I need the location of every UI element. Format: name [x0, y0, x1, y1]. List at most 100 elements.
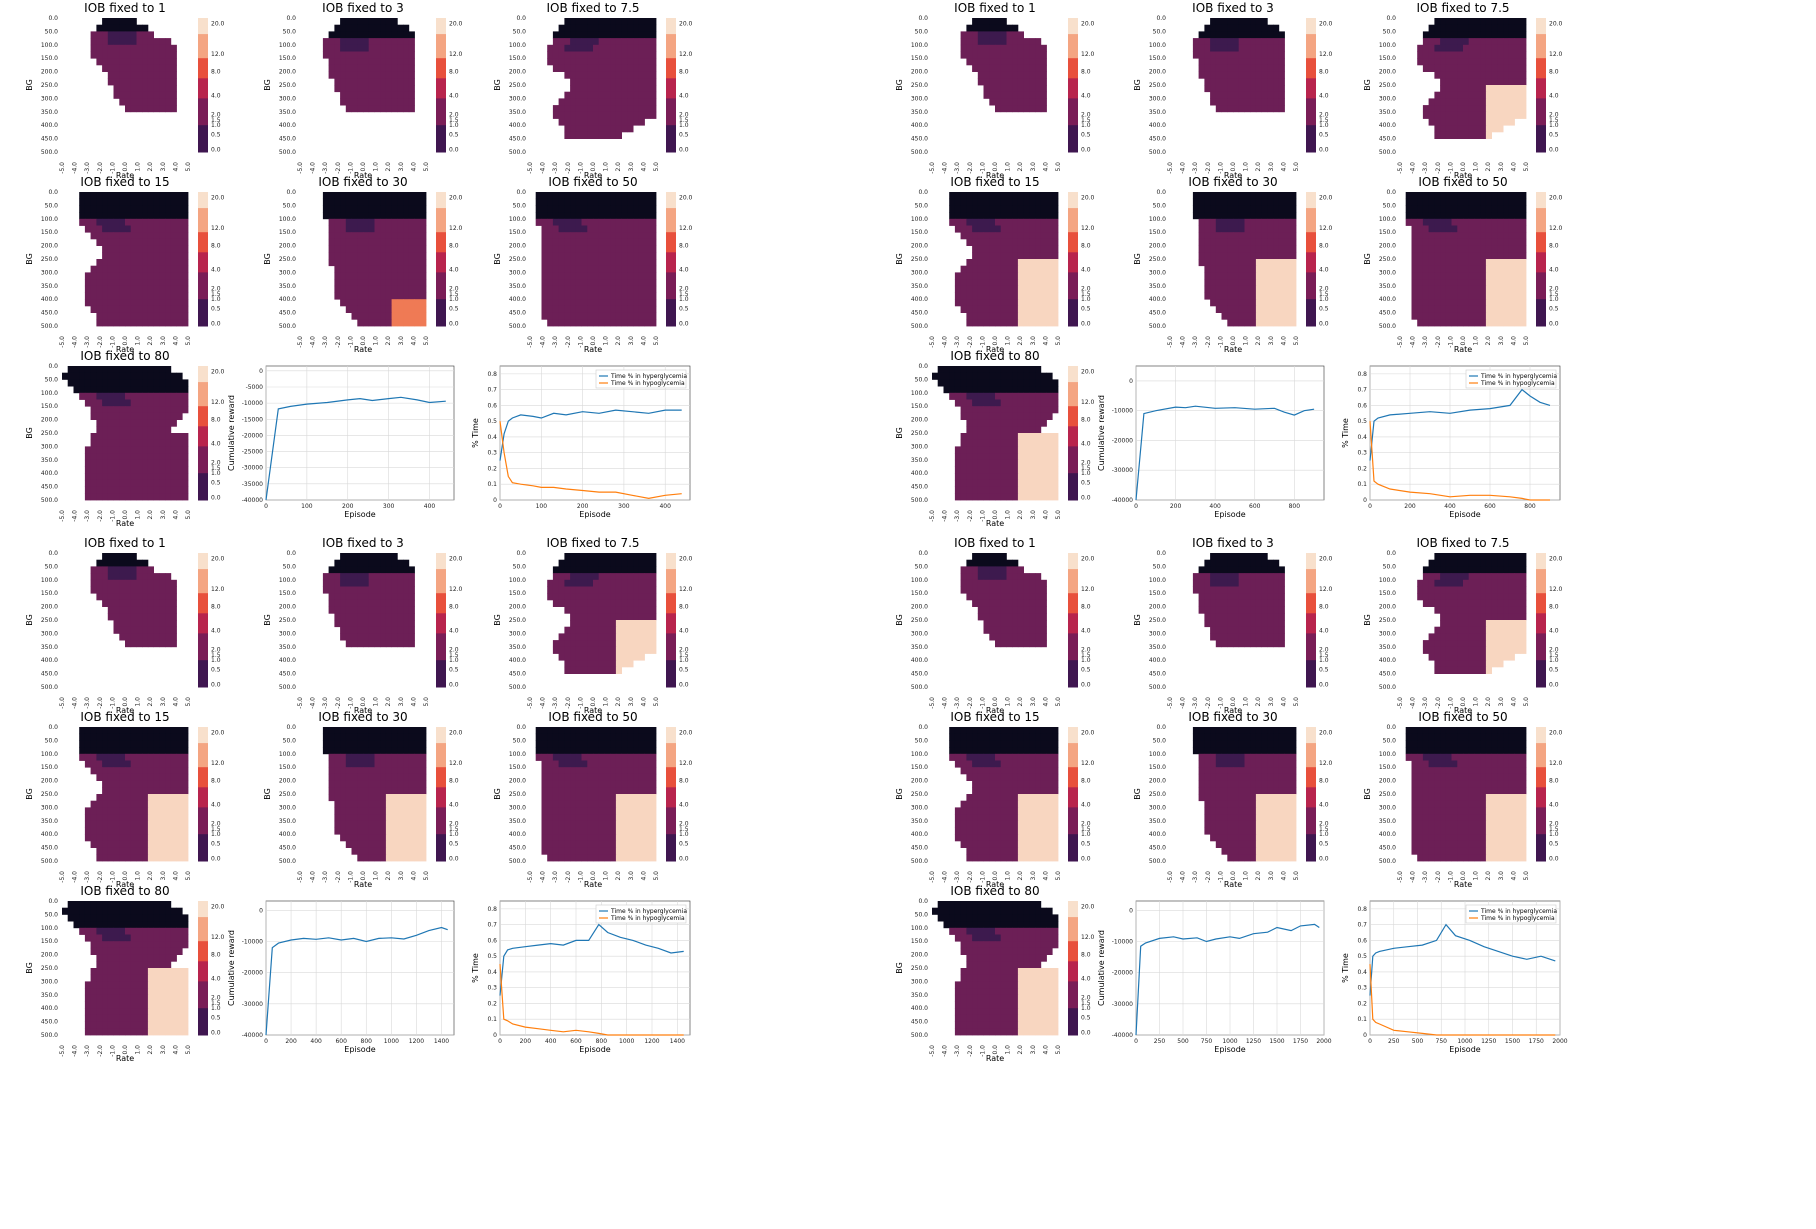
heatmap-cell [989, 71, 996, 79]
heatmap-cell [102, 479, 109, 487]
heatmap-cell [1457, 212, 1464, 220]
heatmap-cell [977, 433, 984, 441]
y-tick-label: 0.0 [48, 189, 58, 196]
heatmap-cell [570, 225, 577, 233]
heatmap-cell [604, 212, 611, 220]
heatmap-cell [627, 125, 634, 133]
heatmap-cell [1238, 279, 1245, 287]
x-tick-label: -3.0 [1192, 162, 1199, 174]
heatmap-cell [357, 238, 364, 246]
heatmap-cell [159, 192, 166, 200]
heatmap-cell [644, 51, 651, 59]
heatmap-cell [125, 599, 132, 607]
heatmap-cell [130, 566, 137, 574]
heatmap-cell [1463, 131, 1470, 139]
colorbar-tick: 0.5 [1319, 306, 1329, 313]
heatmap-cell [340, 205, 347, 213]
heatmap-cell [153, 299, 160, 307]
x-tick-label: -5.0 [297, 336, 304, 348]
heatmap-cell [1497, 252, 1504, 260]
heatmap-cell [1440, 205, 1447, 213]
heatmap-cell [1029, 419, 1036, 427]
heatmap-cell [142, 98, 149, 106]
heatmap-cell [541, 225, 548, 233]
heatmap-cell [966, 453, 973, 461]
heatmap-cell [644, 98, 651, 106]
heatmap-cell [328, 198, 335, 206]
heatmap-cell [1457, 305, 1464, 313]
heatmap-cell [136, 453, 143, 461]
heatmap-cell [989, 31, 996, 39]
x-tick-label: 3.0 [1030, 336, 1037, 346]
heatmap-cell [1440, 71, 1447, 79]
heatmap-cell [1463, 312, 1470, 320]
x-tick-label: 1.0 [135, 162, 142, 172]
heatmap-cell [593, 265, 600, 273]
heatmap-cell [408, 51, 415, 59]
x-axis-label: Episode [344, 510, 375, 519]
x-tick-label: -3.0 [1422, 336, 1429, 348]
heatmap-cell [587, 212, 594, 220]
y-tick-label: 0 [1363, 497, 1367, 504]
heatmap-cell [552, 58, 559, 66]
heatmap-cell [1046, 259, 1053, 267]
heatmap-cell [380, 105, 387, 113]
heatmap-cell [1485, 98, 1492, 106]
heatmap-cell [1250, 238, 1257, 246]
colorbar-segment [1536, 192, 1546, 209]
x-tick-label: 200 [577, 503, 589, 510]
heatmap-cell [125, 238, 132, 246]
heatmap-cell [633, 24, 640, 32]
heatmap-cell [1514, 71, 1521, 79]
heatmap-cell [351, 64, 358, 72]
heatmap-cell [1215, 44, 1222, 52]
heatmap-cell [1440, 64, 1447, 72]
heatmap-cell [84, 473, 91, 481]
heatmap-cell [1503, 192, 1510, 200]
heatmap-cell [966, 279, 973, 287]
heatmap-cell [147, 71, 154, 79]
heatmap-cell [1012, 412, 1019, 420]
heatmap-cell [598, 218, 605, 226]
x-tick-label: 0.0 [1230, 162, 1237, 172]
heatmap-cell [995, 433, 1002, 441]
heatmap-cell [1273, 225, 1280, 233]
y-tick-label: 400.0 [41, 122, 58, 129]
heatmap-cell [125, 386, 132, 394]
heatmap-cell [960, 31, 967, 39]
x-tick-label: -2.0 [1435, 162, 1442, 174]
heatmap-cell [983, 232, 990, 240]
heatmap-cell [1000, 419, 1007, 427]
heatmap-cell [113, 192, 120, 200]
heatmap-cell [995, 366, 1002, 374]
heatmap-cell [113, 58, 120, 66]
heatmap-cell [1046, 493, 1053, 501]
heatmap-cell [1514, 292, 1521, 300]
heatmap-cell [170, 299, 177, 307]
heatmap-cell [170, 51, 177, 59]
heatmap-cell [165, 579, 172, 587]
heatmap-cell [593, 252, 600, 260]
heatmap-cell [1000, 299, 1007, 307]
heatmap-cell [147, 305, 154, 313]
heatmap-cell [374, 192, 381, 200]
heatmap-cell [966, 372, 973, 380]
heatmap-cell [575, 38, 582, 46]
heatmap-cell [1255, 91, 1262, 99]
heatmap-cell [1520, 105, 1527, 113]
heatmap-cell [627, 91, 634, 99]
heatmap-cell [547, 205, 554, 213]
heatmap-cell [1215, 299, 1222, 307]
heatmap-cell [1012, 433, 1019, 441]
heatmap-cell [570, 272, 577, 280]
colorbar-segment [198, 78, 208, 99]
heatmap-cells [79, 192, 189, 327]
heatmap-cell [621, 305, 628, 313]
heatmap-cell [96, 292, 103, 300]
heatmap-cell [1233, 71, 1240, 79]
y-tick-label: 300.0 [1379, 95, 1396, 102]
heatmap-cell [1273, 198, 1280, 206]
x-tick-label: -4.0 [72, 510, 79, 522]
heatmap-cell [147, 31, 154, 39]
heatmap-cell [147, 232, 154, 240]
